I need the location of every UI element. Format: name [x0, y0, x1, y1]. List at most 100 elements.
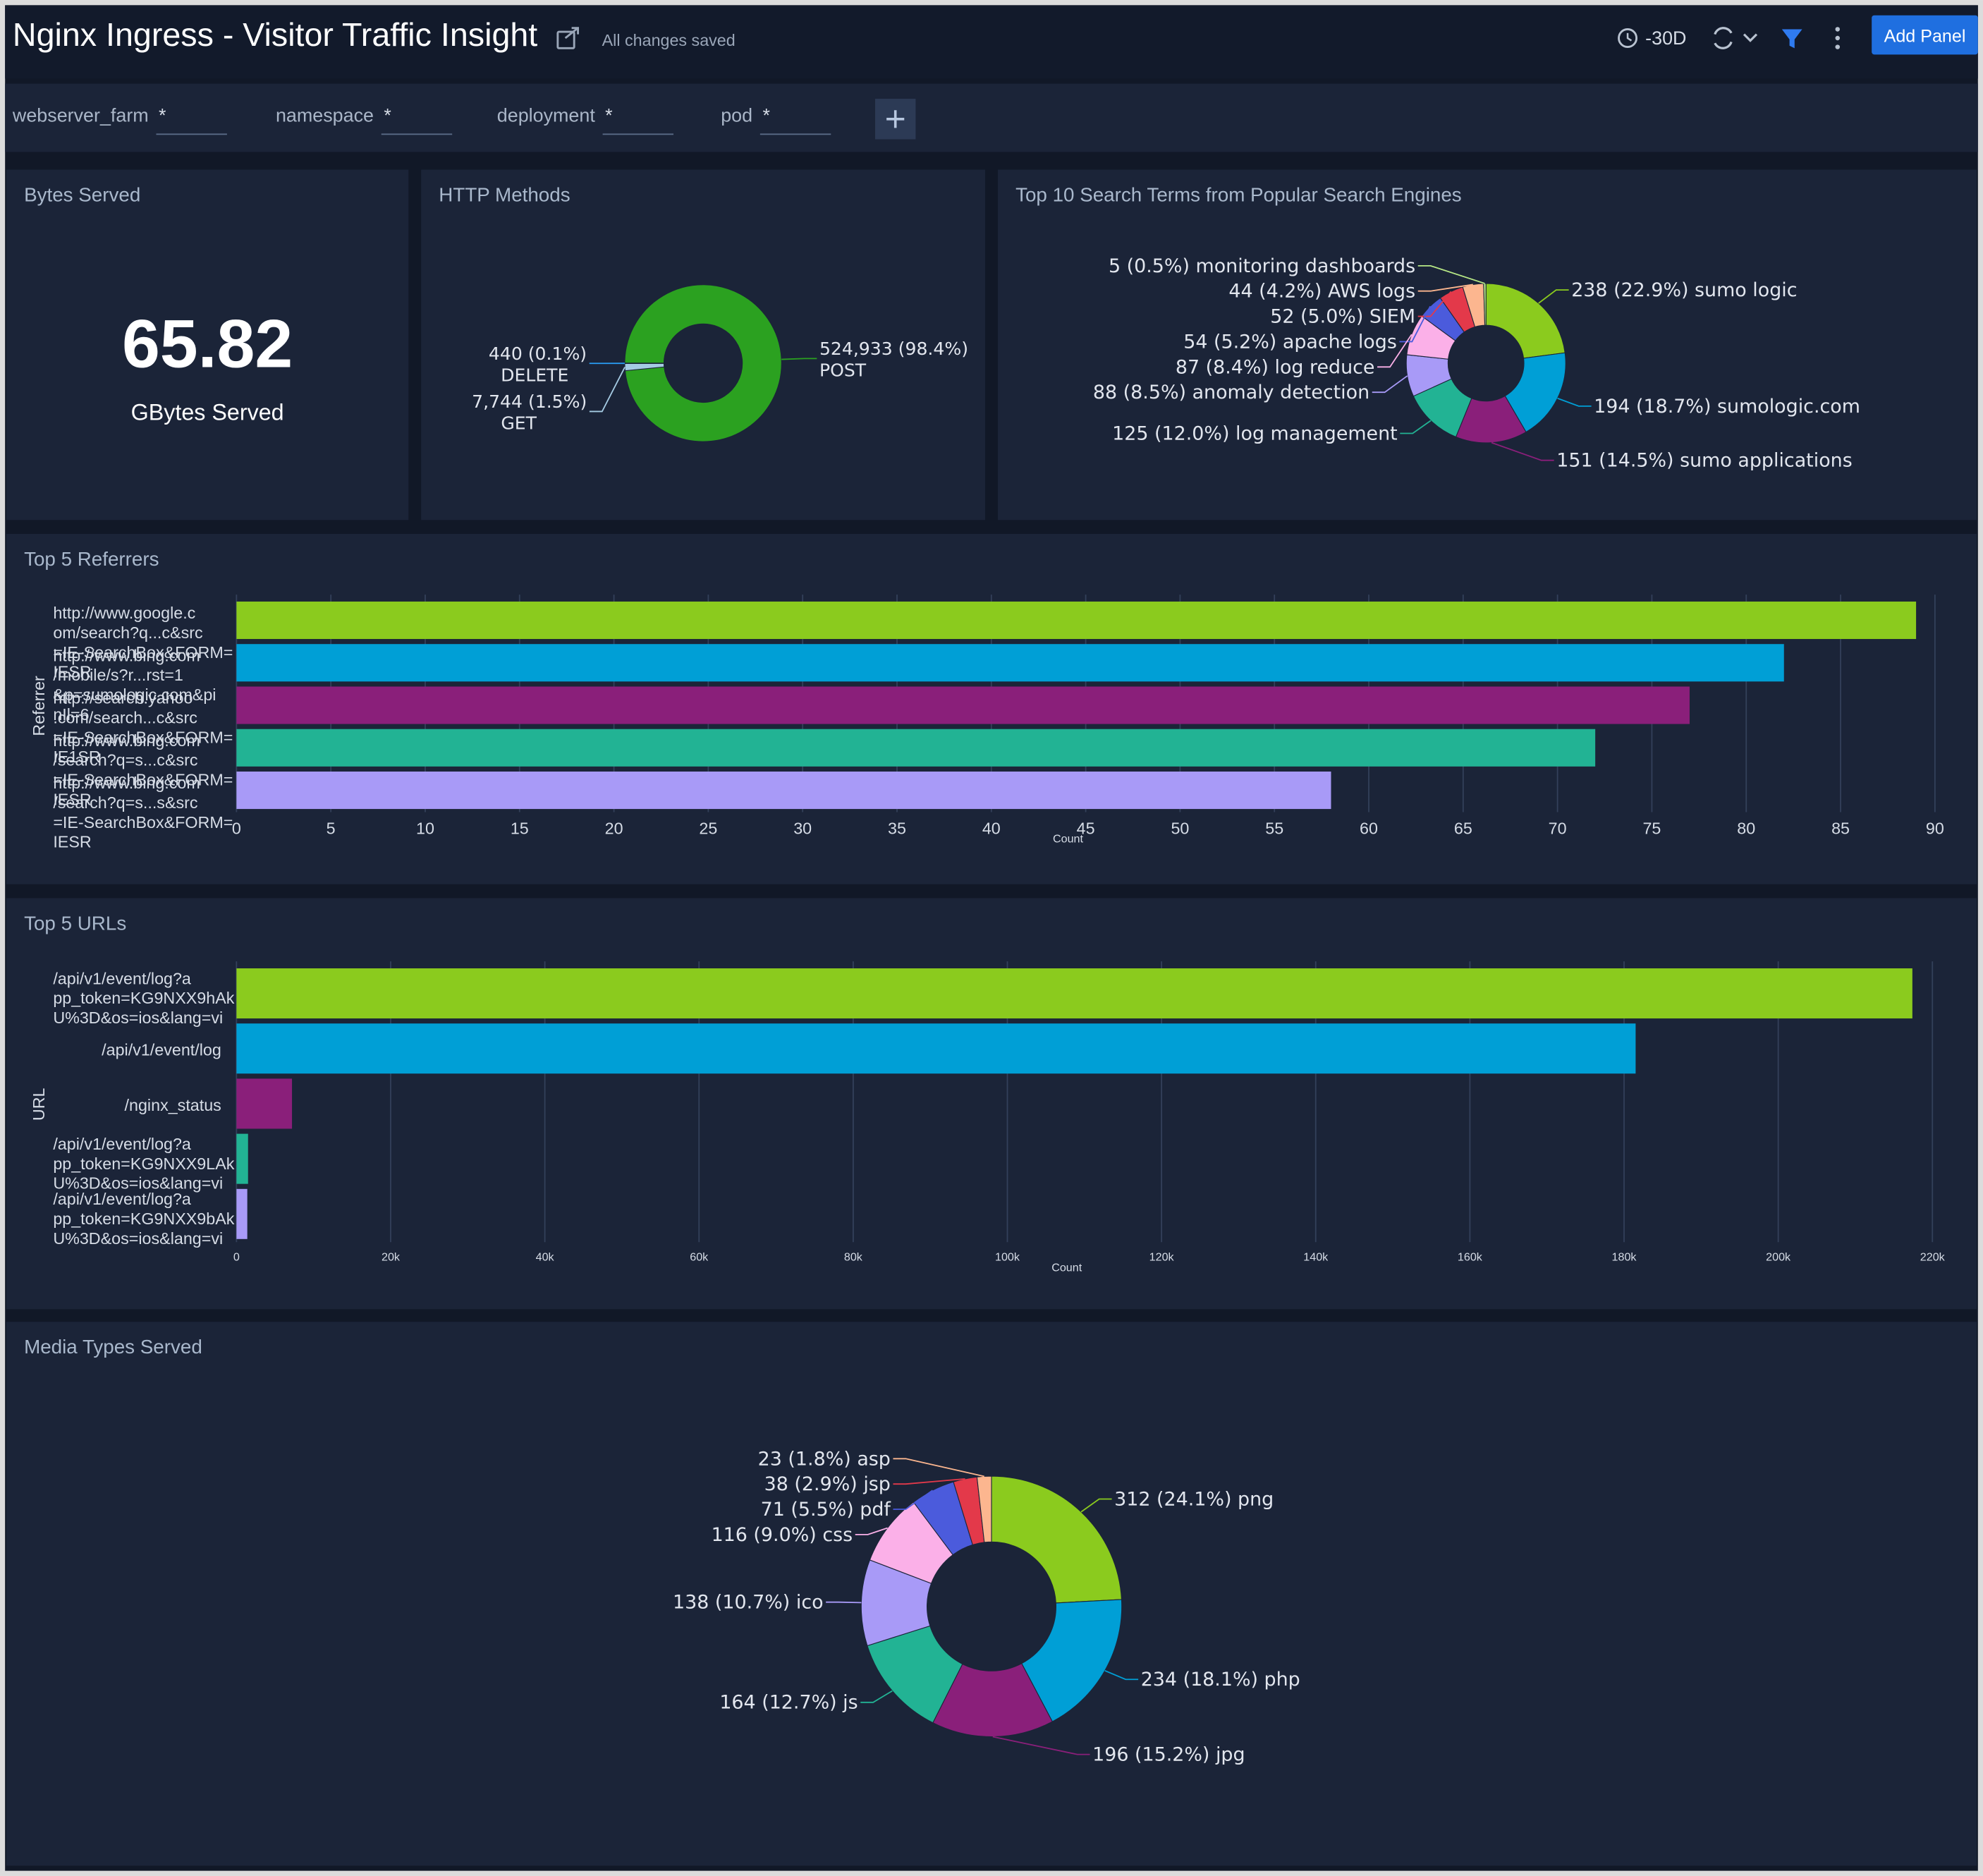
slice-value: 87 (8.4%) — [1176, 356, 1269, 378]
x-tick-label: 160k — [1458, 1250, 1483, 1263]
leader-line — [1399, 305, 1431, 343]
dashboard-title: Nginx Ingress - Visitor Traffic Insight — [13, 16, 537, 53]
x-tick-label: 65 — [1454, 819, 1472, 837]
y-tick-label: http://www.bing.com/search?q=s...c&src =I… — [53, 731, 233, 808]
time-range[interactable]: -30D — [1618, 28, 1687, 49]
slice-value: 38 (2.9%) — [764, 1473, 858, 1495]
slice-category: pdf — [860, 1499, 891, 1521]
y-tick-label: /api/v1/event/log?a pp_token=KG9NXX9hAk U%… — [53, 969, 234, 1027]
add-filter-icon[interactable] — [886, 110, 905, 128]
x-tick-label: 45 — [1077, 819, 1095, 837]
filter-value[interactable]: * — [384, 104, 391, 126]
x-tick-label: 35 — [888, 819, 906, 837]
slice-label: 54 (5.2%) apache logs — [1183, 331, 1397, 353]
slice-category: DELETE — [501, 365, 568, 385]
x-tick-label: 40k — [536, 1250, 555, 1263]
bar — [236, 1078, 293, 1129]
bar — [236, 601, 1917, 640]
leader-line — [1557, 397, 1592, 407]
filter-bar — [5, 83, 1978, 152]
pie-slice — [624, 363, 665, 365]
slice-label: 125 (12.0%) log management — [1112, 422, 1398, 444]
y-tick-label: /api/v1/event/log?a pp_token=KG9NXX9bAk U%… — [53, 1190, 234, 1248]
header-bar — [5, 5, 1978, 79]
x-tick-label: 15 — [511, 819, 529, 837]
share-icon[interactable] — [556, 27, 580, 49]
slice-value: 44 (4.2%) — [1228, 281, 1322, 303]
x-tick-label: 80 — [1737, 819, 1755, 837]
big-value: 65.82 — [122, 305, 293, 382]
slice-value: 7,744 (1.5%) — [472, 391, 587, 412]
slice-value: 138 (10.7%) — [673, 1592, 790, 1614]
filter-value[interactable]: * — [159, 104, 166, 126]
slice-label: 312 (24.1%) png — [1114, 1488, 1274, 1510]
add-panel-button[interactable] — [1872, 15, 1978, 55]
slice-label: 87 (8.4%) log reduce — [1176, 356, 1375, 378]
x-tick-label: 60k — [690, 1250, 709, 1263]
time-range-label[interactable]: -30D — [1645, 28, 1686, 49]
x-tick-label: 200k — [1766, 1250, 1791, 1263]
x-tick-label: 100k — [995, 1250, 1020, 1263]
bar — [236, 968, 1912, 1019]
add-panel-label[interactable]: Add Panel — [1884, 26, 1966, 46]
x-tick-label: 55 — [1265, 819, 1283, 837]
refresh-button[interactable] — [1714, 27, 1758, 49]
panel-title: Top 5 Referrers — [24, 548, 159, 570]
more-menu[interactable] — [1835, 27, 1840, 49]
leader-line — [893, 1458, 984, 1478]
slice-category: log management — [1235, 422, 1398, 444]
slice-value: 88 (8.5%) — [1093, 382, 1186, 403]
slice-category: GET — [501, 413, 537, 434]
slice-label: 7,744 (1.5%) GET — [472, 391, 587, 433]
panel-title: Bytes Served — [24, 183, 140, 205]
pie-slice — [976, 1475, 992, 1543]
leader-line — [1417, 291, 1452, 317]
slice-value: 238 (22.9%) — [1571, 279, 1688, 301]
x-tick-label: 50 — [1171, 819, 1189, 837]
filter-value[interactable]: * — [762, 104, 770, 126]
x-tick-label: 30 — [793, 819, 812, 837]
filter-name[interactable]: namespace — [276, 104, 374, 126]
value-unit: GBytes Served — [131, 400, 284, 425]
slice-category: sumo applications — [1680, 450, 1853, 472]
leader-line — [1104, 1670, 1139, 1681]
filter-name[interactable]: pod — [721, 104, 752, 126]
filter-button[interactable] — [1781, 29, 1802, 49]
leader-line — [1417, 284, 1473, 292]
slice-category: SIEM — [1369, 306, 1415, 328]
slice-category: POST — [819, 360, 867, 380]
leader-line — [1377, 334, 1412, 368]
x-tick-label: 85 — [1831, 819, 1850, 837]
leader-line — [1417, 264, 1485, 284]
slice-label: 238 (22.9%) sumo logic — [1571, 279, 1797, 301]
filter-value[interactable]: * — [605, 104, 613, 126]
filter-name[interactable]: webserver_farm — [12, 104, 149, 126]
y-tick-label: /api/v1/event/log?a pp_token=KG9NXX9LAk U%… — [53, 1135, 234, 1193]
bar — [236, 729, 1596, 767]
slice-label: 44 (4.2%) AWS logs — [1228, 281, 1415, 303]
slice-value: 71 (5.5%) — [761, 1499, 854, 1521]
x-tick-label: 40 — [982, 819, 1001, 837]
x-tick-label: 10 — [416, 819, 434, 837]
slice-category: jsp — [862, 1473, 891, 1495]
filter-name[interactable]: deployment — [497, 104, 596, 126]
x-tick-label: 75 — [1642, 819, 1661, 837]
slice-label: 138 (10.7%) ico — [673, 1592, 824, 1614]
slice-label: 234 (18.1%) php — [1141, 1669, 1300, 1691]
bar — [236, 771, 1331, 810]
slice-category: css — [822, 1524, 853, 1546]
panel — [421, 169, 986, 520]
slice-value: 125 (12.0%) — [1112, 422, 1229, 444]
y-axis-label: Referrer — [30, 676, 48, 736]
panel — [6, 898, 1977, 1310]
slice-value: 54 (5.2%) — [1183, 331, 1276, 353]
leader-line — [1400, 420, 1432, 434]
slice-category: monitoring dashboards — [1196, 255, 1416, 277]
bar — [236, 1023, 1636, 1074]
slice-category: png — [1238, 1488, 1274, 1510]
y-tick-label: http://www.bing.com/search?q=s...s&src =I… — [53, 774, 233, 851]
slice-category: anomaly detection — [1192, 382, 1370, 403]
slice-category: asp — [857, 1448, 891, 1470]
